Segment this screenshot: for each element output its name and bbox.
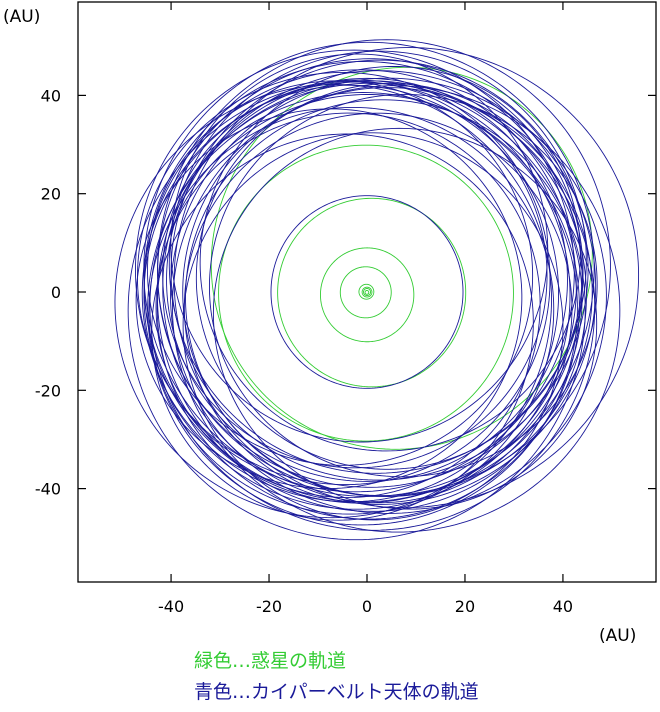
kbo-orbit-7 <box>170 53 549 443</box>
kbo-orbit-1 <box>135 108 523 490</box>
kbo-orbit-35 <box>185 99 583 497</box>
planet-orbit-7 <box>218 144 514 442</box>
x-tick-label: 0 <box>362 597 372 616</box>
y-axis-label: (AU) <box>3 7 40 27</box>
axis-ticks: -40 -20 0 20 40 -40 -20 0 20 40 <box>35 2 656 616</box>
x-tick-label: -40 <box>158 597 184 616</box>
y-tick-label: 40 <box>41 86 61 105</box>
kbo-orbit-3 <box>182 132 564 521</box>
kbo-orbit-30 <box>173 47 640 509</box>
kbo-orbit-8 <box>147 80 534 466</box>
legend-kbo-orbits: 青色…カイパーベルト天体の軌道 <box>194 681 479 703</box>
planet-orbit-6 <box>277 197 467 388</box>
kbo-orbit-25 <box>135 49 575 493</box>
kbo-orbit-16 <box>162 70 597 505</box>
kbo-orbit-37 <box>143 41 595 497</box>
x-tick-label: 40 <box>553 597 573 616</box>
planet-orbit-3 <box>358 283 375 300</box>
kbo-orbit-23 <box>141 84 560 503</box>
kbo-orbit-4 <box>212 127 598 510</box>
y-tick-label: 0 <box>51 283 61 302</box>
kbo-orbit-22 <box>143 61 583 503</box>
planet-orbit-1 <box>363 288 371 297</box>
kbo-orbit-33 <box>114 84 552 519</box>
kbo-orbit-26 <box>182 87 593 497</box>
kbo-orbit-34 <box>166 77 568 482</box>
kbo-orbit-6 <box>199 65 581 452</box>
legend-planet-orbits: 緑色…惑星の軌道 <box>194 650 347 672</box>
planet-orbit-8 <box>210 66 593 450</box>
kbo-orbit-24 <box>149 82 596 531</box>
y-tick-label: -20 <box>35 381 61 400</box>
kbo-orbit-31 <box>171 85 621 533</box>
orbits-layer <box>114 39 640 541</box>
kbo-orbit-29 <box>157 39 611 497</box>
planet-orbit-0 <box>364 290 370 295</box>
x-tick-label: -20 <box>256 597 282 616</box>
x-axis-label: (AU) <box>599 626 636 646</box>
y-tick-label: -40 <box>35 480 61 499</box>
kbo-orbit-0 <box>270 195 464 389</box>
kbo-orbit-36 <box>127 79 586 541</box>
x-tick-label: 20 <box>455 597 475 616</box>
kbo-orbit-12 <box>162 80 548 469</box>
planet-orbit-4 <box>339 266 392 319</box>
planet-orbit-2 <box>361 286 373 298</box>
planet-orbit-5 <box>319 247 415 343</box>
kbo-orbit-21 <box>170 59 589 481</box>
y-tick-label: 20 <box>41 185 61 204</box>
kbo-orbit-32 <box>168 50 587 474</box>
kbo-orbit-27 <box>148 106 555 515</box>
